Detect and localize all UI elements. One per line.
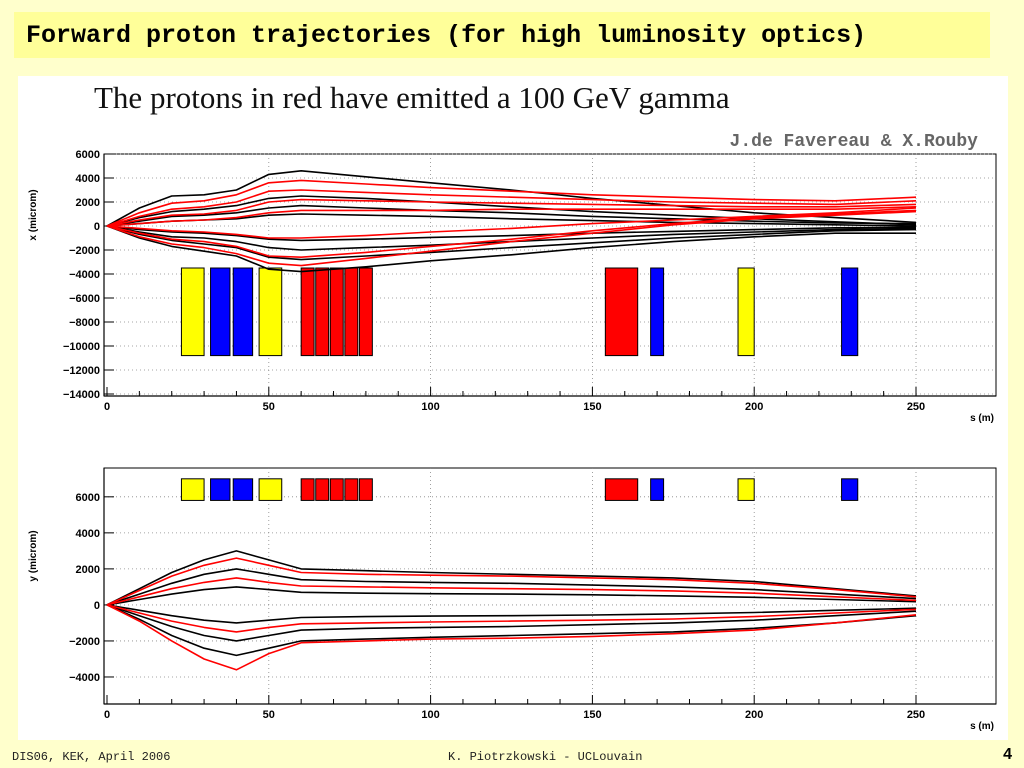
proton-trajectory: [106, 604, 917, 624]
x-tick-label: 50: [263, 401, 275, 413]
beamline-element: [300, 478, 315, 501]
x-tick-label: 100: [421, 709, 439, 721]
proton-trajectory: [106, 170, 917, 227]
x-tick-label: 50: [263, 709, 275, 721]
beamline-element: [232, 478, 254, 501]
slide-title: Forward proton trajectories (for high lu…: [14, 12, 990, 58]
y-tick-label: 6000: [76, 149, 100, 161]
beamline-element: [650, 478, 665, 501]
proton-trajectory: [106, 225, 917, 242]
x-tick-label: 150: [583, 401, 601, 413]
proton-trajectory: [106, 225, 916, 273]
y-tick-label: −10000: [63, 341, 100, 353]
x-tick-label: 250: [907, 401, 925, 413]
proton-trajectory: [106, 225, 917, 251]
emitting-proton-trajectory: [106, 557, 917, 606]
page-number: 4: [1003, 746, 1012, 763]
beamline-element: [329, 267, 344, 357]
emitting-proton-trajectory: [106, 179, 917, 227]
beamline-element: [329, 478, 344, 501]
y-tick-label: 0: [94, 221, 100, 233]
y-tick-label: −8000: [69, 317, 100, 329]
y-tick-label: 6000: [76, 492, 100, 504]
emitting-proton-trajectory: [106, 206, 917, 227]
beamline-element: [300, 267, 315, 357]
figure-heading: The protons in red have emitted a 100 Ge…: [94, 80, 730, 115]
y-tick-label: −12000: [63, 365, 100, 377]
plot-frame: [103, 467, 997, 705]
trajectory-figure: 0 50 100 150 200 250 6000 4000 2000 0 −2000 −4000 −6…: [18, 76, 1008, 740]
x-tick-label: 0: [104, 709, 110, 721]
y-tick-label: −2000: [69, 636, 100, 648]
beamline-element: [344, 478, 359, 501]
x-axis-title: s (m): [970, 413, 994, 424]
y-tick-label: 4000: [76, 173, 100, 185]
beamline-element: [737, 267, 755, 357]
beamline-element: [210, 478, 231, 501]
y-tick-label: −6000: [69, 293, 100, 305]
proton-trajectory: [106, 604, 917, 642]
x-tick-label: 100: [421, 401, 439, 413]
beamline-element: [737, 478, 755, 501]
trajectory-plots: 0 50 100 150 200 2506000400020000−2000−4000−6…: [28, 149, 997, 732]
beamline-element: [210, 267, 231, 357]
beamline-element: [315, 267, 330, 357]
emitting-proton-trajectory: [106, 604, 917, 671]
x-tick-label: 200: [745, 401, 763, 413]
x-tick-label: 0: [104, 401, 110, 413]
y-axis-title: x (microm): [28, 189, 39, 240]
beamline-element: [604, 478, 639, 501]
emitting-proton-trajectory: [106, 210, 917, 267]
beamline-element: [258, 478, 283, 501]
y-tick-label: −4000: [69, 269, 100, 281]
beamline-element: [841, 267, 859, 357]
footer-event: DIS06, KEK, April 2006: [12, 750, 171, 764]
proton-trajectory: [106, 604, 917, 657]
footer-author: K. Piotrzkowski - UCLouvain: [448, 750, 643, 764]
beamline-element: [315, 478, 330, 501]
x-tick-label: 250: [907, 709, 925, 721]
x-axis-title: s (m): [970, 721, 994, 732]
beamline-element: [358, 267, 373, 357]
emitting-proton-trajectory: [106, 577, 917, 606]
y-tick-label: −2000: [69, 245, 100, 257]
beamline-element: [358, 478, 373, 501]
emitting-proton-trajectory: [106, 207, 917, 239]
y-tick-label: 0: [94, 600, 100, 612]
proton-trajectory: [106, 568, 917, 606]
y-axis-title: y (microm): [28, 530, 39, 581]
y-tick-label: −14000: [63, 389, 100, 401]
emitting-proton-trajectory: [106, 209, 917, 258]
beamline-element: [258, 267, 283, 357]
x-tick-label: 150: [583, 709, 601, 721]
emitting-proton-trajectory: [106, 604, 917, 633]
beamline-element: [232, 267, 254, 357]
y-tick-label: 4000: [76, 528, 100, 540]
emitting-proton-trajectory: [106, 198, 917, 227]
beamline-element: [180, 478, 205, 501]
proton-trajectory: [106, 225, 917, 261]
proton-trajectory: [106, 586, 917, 606]
beamline-element: [841, 478, 859, 501]
beamline-element: [604, 267, 639, 357]
y-tick-label: 2000: [76, 197, 100, 209]
proton-trajectory: [106, 550, 917, 606]
emitting-proton-trajectory: [106, 189, 917, 227]
beamline-element: [180, 267, 205, 357]
beamline-element: [650, 267, 665, 357]
y-tick-label: 2000: [76, 564, 100, 576]
beamline-element: [344, 267, 359, 357]
figure-credit: J.de Favereau & X.Rouby: [729, 132, 978, 152]
x-tick-label: 200: [745, 709, 763, 721]
y-tick-label: −4000: [69, 672, 100, 684]
